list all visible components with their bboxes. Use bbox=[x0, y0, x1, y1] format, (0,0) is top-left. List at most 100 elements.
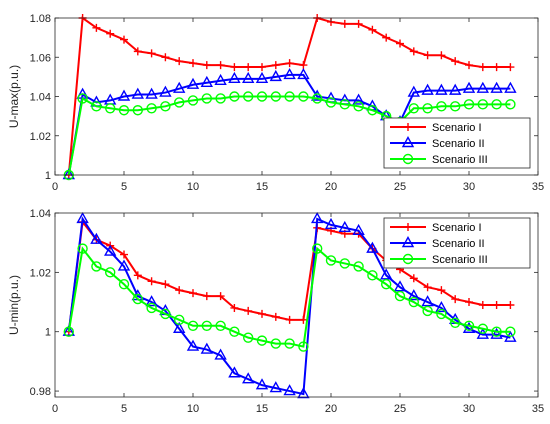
data-point bbox=[422, 103, 433, 114]
data-point bbox=[161, 53, 170, 62]
data-point bbox=[216, 292, 225, 301]
series-scenario-iii bbox=[63, 243, 516, 352]
y-tick-label: 1.02 bbox=[30, 267, 51, 279]
data-point bbox=[187, 95, 199, 106]
data-point bbox=[435, 301, 448, 313]
y-axis-label: U-min(p.u.) bbox=[7, 275, 21, 335]
data-point bbox=[325, 255, 337, 266]
data-point bbox=[465, 298, 473, 307]
chart-u-min: 0 5 10 15 20 25 30 35 0.98 1 1.02 1.04 U-min(p.u.) Sc… bbox=[7, 208, 544, 415]
x-tick-label: 5 bbox=[121, 181, 127, 193]
data-point bbox=[463, 99, 475, 110]
data-point bbox=[77, 93, 88, 104]
data-point bbox=[476, 327, 489, 339]
data-point bbox=[340, 19, 349, 28]
y-tick-label: 1 bbox=[45, 170, 51, 182]
data-point bbox=[465, 61, 473, 70]
legend-label: Scenario III bbox=[432, 254, 488, 266]
data-point bbox=[451, 57, 460, 66]
data-point bbox=[244, 63, 253, 72]
data-point bbox=[186, 77, 200, 89]
data-point bbox=[338, 220, 351, 233]
data-point bbox=[283, 384, 296, 396]
data-point bbox=[255, 378, 269, 390]
legend-marker bbox=[402, 153, 414, 165]
y-tick-label: 1.04 bbox=[30, 92, 51, 104]
data-point bbox=[160, 308, 171, 320]
data-point bbox=[90, 232, 103, 244]
series-line bbox=[67, 73, 511, 176]
data-point bbox=[422, 305, 433, 317]
data-point bbox=[133, 271, 142, 280]
data-point bbox=[462, 81, 476, 93]
data-point bbox=[186, 339, 200, 351]
data-point bbox=[62, 168, 75, 180]
data-point bbox=[104, 103, 116, 114]
data-point bbox=[91, 261, 102, 272]
data-point bbox=[366, 241, 379, 253]
data-point bbox=[76, 211, 89, 224]
data-point bbox=[283, 67, 296, 80]
x-tick-label: 20 bbox=[325, 403, 337, 415]
data-point bbox=[118, 105, 130, 116]
data-point bbox=[216, 61, 225, 70]
data-point bbox=[449, 83, 462, 95]
data-point bbox=[242, 91, 254, 102]
data-point bbox=[244, 306, 253, 315]
legend-label: Scenario II bbox=[432, 238, 485, 250]
data-point bbox=[147, 49, 156, 58]
x-tick-label: 30 bbox=[463, 181, 475, 193]
data-point bbox=[491, 99, 502, 110]
legend: Scenario I Scenario II Scenario III bbox=[383, 117, 531, 169]
data-point bbox=[478, 63, 487, 72]
data-point bbox=[394, 290, 406, 302]
data-point bbox=[255, 71, 269, 84]
data-point bbox=[325, 97, 337, 108]
data-point bbox=[269, 69, 282, 82]
legend-marker bbox=[401, 236, 415, 248]
data-point bbox=[408, 103, 419, 114]
data-point bbox=[271, 61, 280, 70]
legend-label: Scenario I bbox=[432, 222, 482, 234]
x-tick-label: 25 bbox=[394, 403, 406, 415]
data-point bbox=[258, 309, 266, 318]
data-point bbox=[202, 61, 211, 70]
data-point bbox=[298, 341, 309, 352]
data-point bbox=[189, 289, 197, 298]
data-point bbox=[175, 286, 184, 295]
data-point bbox=[284, 338, 295, 349]
x-tick-label: 0 bbox=[52, 403, 58, 415]
data-point bbox=[117, 89, 131, 101]
data-point bbox=[258, 63, 266, 72]
data-point bbox=[230, 303, 239, 312]
data-point bbox=[132, 293, 144, 305]
data-point bbox=[271, 312, 280, 321]
data-point bbox=[214, 73, 227, 85]
data-point bbox=[63, 326, 75, 337]
data-point bbox=[312, 243, 323, 254]
data-point bbox=[352, 93, 365, 105]
data-point bbox=[104, 244, 117, 256]
data-point bbox=[120, 35, 128, 44]
y-tick-label: 1 bbox=[45, 327, 51, 339]
data-point bbox=[353, 261, 364, 272]
data-point bbox=[451, 295, 460, 304]
data-point bbox=[492, 63, 501, 72]
legend-label: Scenario III bbox=[432, 154, 488, 166]
data-point bbox=[339, 99, 350, 110]
data-point bbox=[476, 81, 489, 93]
data-point bbox=[504, 330, 517, 342]
data-point bbox=[242, 332, 254, 343]
data-point bbox=[423, 51, 432, 60]
data-point bbox=[450, 317, 461, 329]
data-point bbox=[436, 101, 447, 112]
data-point bbox=[408, 296, 419, 308]
data-point bbox=[92, 23, 101, 32]
data-point bbox=[367, 270, 378, 281]
chart-u-max: 0 5 10 15 20 25 30 35 1 1.02 1.04 1.06 1.08 U-max(p.u… bbox=[7, 13, 544, 193]
data-point bbox=[490, 327, 503, 339]
data-point bbox=[229, 91, 240, 102]
legend-entry: Scenario I bbox=[390, 222, 482, 234]
data-point bbox=[504, 81, 517, 93]
